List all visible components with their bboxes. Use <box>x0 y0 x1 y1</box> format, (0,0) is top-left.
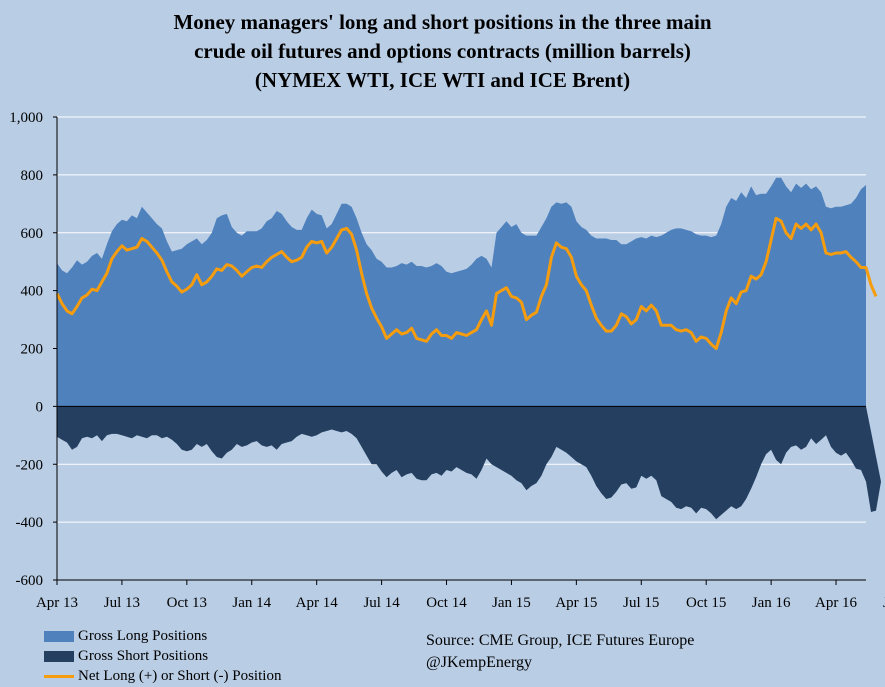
chart-title-line-3: (NYMEX WTI, ICE WTI and ICE Brent) <box>254 68 631 92</box>
y-tick-label-7: 800 <box>21 168 44 184</box>
long-positions-area <box>57 177 866 407</box>
y-tick-label-3: 0 <box>36 399 44 415</box>
short-positions-area <box>57 406 881 520</box>
chart-title-line-2: crude oil futures and options contracts … <box>194 39 691 63</box>
legend-label-short: Gross Short Positions <box>78 648 209 664</box>
legend-label-net: Net Long (+) or Short (-) Position <box>78 668 282 684</box>
x-tick-label-7: Jan 15 <box>492 595 531 611</box>
y-tick-label-2: -200 <box>16 457 44 473</box>
chart-title-line-1: Money managers' long and short positions… <box>173 10 712 34</box>
y-tick-label-6: 600 <box>21 226 44 242</box>
legend-label-long: Gross Long Positions <box>78 628 208 644</box>
x-tick-label-11: Jan 16 <box>752 595 791 611</box>
x-tick-label-4: Apr 14 <box>296 595 339 611</box>
x-tick-label-3: Jan 14 <box>232 595 271 611</box>
chart-title: Money managers' long and short positions… <box>0 8 885 95</box>
source-note: Source: CME Group, ICE Futures Europe @J… <box>426 630 694 674</box>
net-position-line <box>55 216 878 350</box>
legend-item-short: Gross Short Positions <box>44 646 281 666</box>
y-tick-label-1: -400 <box>16 515 44 531</box>
source-line: Source: CME Group, ICE Futures Europe <box>426 632 695 649</box>
x-tick-label-9: Jul 15 <box>623 595 659 611</box>
x-tick-label-12: Apr 16 <box>815 595 858 611</box>
x-tick-label-0: Apr 13 <box>36 595 78 611</box>
x-tick-label-13: Jul 16 <box>883 595 885 611</box>
legend-swatch-short <box>44 650 74 662</box>
legend-swatch-long <box>44 630 74 642</box>
chart-legend: Gross Long Positions Gross Short Positio… <box>44 626 281 686</box>
source-handle: @JKempEnergy <box>426 654 532 671</box>
x-tick-label-2: Oct 13 <box>167 595 207 611</box>
y-tick-label-8: 1,000 <box>9 110 43 126</box>
x-tick-label-10: Oct 15 <box>686 595 726 611</box>
legend-item-long: Gross Long Positions <box>44 626 281 646</box>
y-tick-label-4: 200 <box>21 342 44 358</box>
x-tick-label-1: Jul 13 <box>104 595 140 611</box>
x-tick-label-8: Apr 15 <box>555 595 597 611</box>
x-tick-label-5: Jul 14 <box>363 595 400 611</box>
legend-item-net: Net Long (+) or Short (-) Position <box>44 666 281 686</box>
y-tick-label-5: 400 <box>21 284 44 300</box>
legend-swatch-net <box>44 674 74 678</box>
y-tick-label-0: -600 <box>16 573 44 589</box>
x-tick-label-6: Oct 14 <box>426 595 467 611</box>
